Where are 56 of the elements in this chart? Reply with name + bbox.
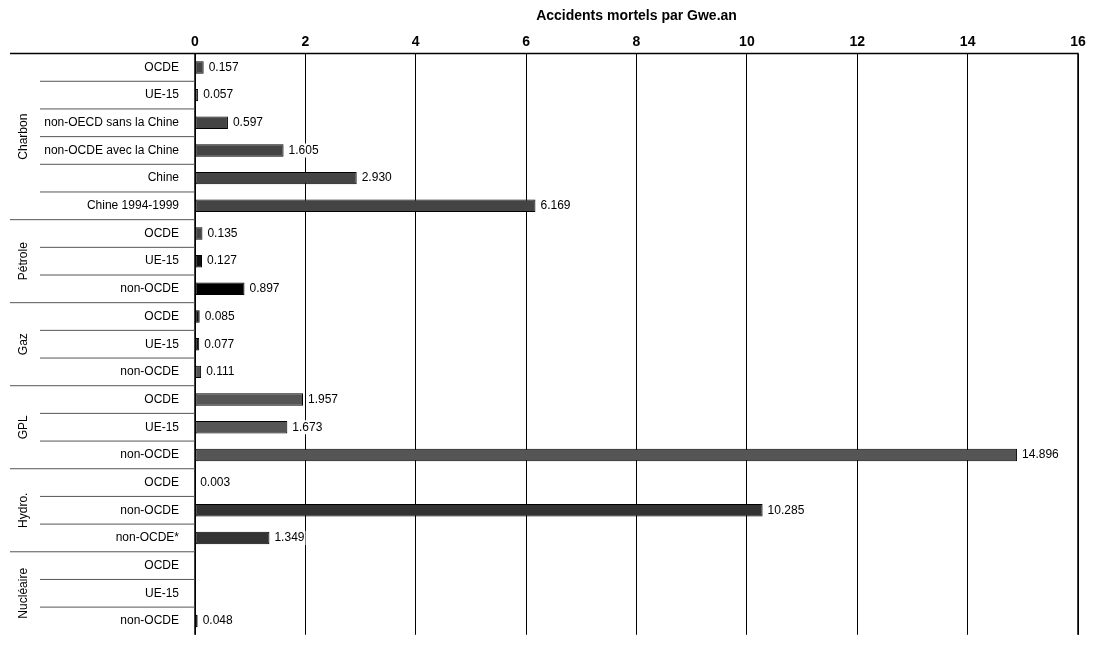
data-label: 1.605	[288, 142, 319, 157]
y-tick-label: OCDE	[144, 391, 179, 406]
text: Nucléaire	[16, 567, 31, 619]
data-label: 0.897	[249, 281, 280, 296]
data-label: 14.896	[1022, 447, 1060, 462]
y-tick-label: non-OCDE	[120, 364, 179, 379]
data-label: 6.169	[540, 198, 571, 213]
y-tick-label: UE-15	[144, 585, 180, 600]
text: Hydro.	[16, 492, 31, 528]
x-tick-label: 4	[411, 33, 420, 50]
y-tick-label: OCDE	[144, 474, 179, 489]
data-label: 0.003	[200, 474, 231, 489]
y-tick-label: non-OCDE	[120, 613, 179, 628]
y-tick-label: OCDE	[144, 557, 179, 572]
text: Gaz	[16, 333, 31, 356]
y-tick-label: Chine 1994-1999	[86, 198, 180, 213]
data-label: 0.077	[204, 336, 235, 351]
y-tick-label: non-OCDE	[120, 281, 179, 296]
text: Pétrole	[16, 241, 31, 281]
y-tick-label: OCDE	[144, 225, 179, 240]
x-tick-label: 0	[191, 33, 200, 50]
data-label: 0.111	[206, 364, 235, 379]
x-tick-label: 8	[632, 33, 641, 50]
x-tick-label: 12	[849, 33, 866, 50]
y-tick-label: Chine	[147, 170, 180, 185]
data-label: 1.673	[292, 419, 323, 434]
data-label: 0.085	[204, 308, 236, 323]
y-tick-label: non-OCDE	[120, 447, 179, 462]
data-label: 0.157	[208, 59, 240, 74]
x-tick-label: 6	[522, 33, 531, 50]
y-tick-label: UE-15	[144, 419, 180, 434]
data-label: 0.127	[207, 253, 238, 268]
x-tick-label: 10	[739, 33, 755, 50]
data-label: 0.135	[207, 225, 238, 240]
x-axis-title: Accidents mortels par Gwe.an	[536, 7, 737, 24]
data-label: 0.057	[203, 87, 234, 102]
x-tick-label: 14	[959, 33, 976, 50]
y-tick-label: non-OECD sans la Chine	[44, 115, 180, 130]
y-tick-label: non-OCDE	[120, 502, 179, 517]
x-tick-label: 2	[301, 33, 310, 50]
y-tick-label: UE-15	[144, 253, 180, 268]
data-label: 1.957	[308, 391, 339, 406]
data-label: 2.930	[361, 170, 393, 185]
data-label: 0.048	[202, 613, 233, 628]
text: GPL	[16, 414, 31, 440]
data-label: 1.349	[274, 530, 305, 545]
y-tick-label: non-OCDE avec la Chine	[44, 142, 180, 157]
x-tick-label: 16	[1070, 33, 1086, 50]
y-tick-label: OCDE	[144, 308, 179, 323]
y-tick-label: UE-15	[144, 87, 180, 102]
y-tick-label: non-OCDE*	[115, 530, 180, 545]
y-tick-label: OCDE	[144, 59, 179, 74]
y-tick-label: UE-15	[144, 336, 180, 351]
data-label: 0.597	[232, 115, 264, 130]
data-label: 10.285	[767, 502, 805, 517]
text: Charbon	[16, 113, 31, 160]
